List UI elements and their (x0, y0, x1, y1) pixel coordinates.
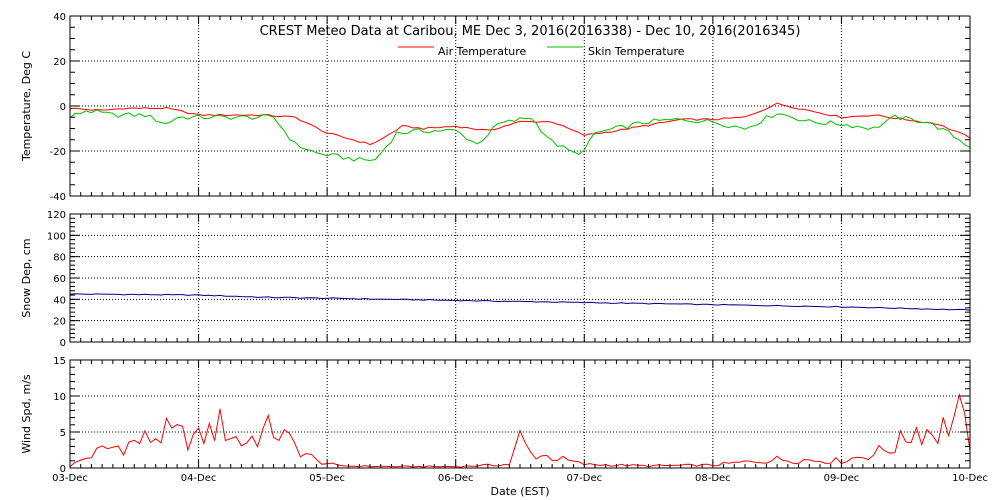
y-axis-label: Wind Spd, m/s (20, 374, 33, 454)
x-tick-label: 08-Dec (695, 473, 731, 484)
y-tick-label: 15 (53, 356, 66, 367)
chart-title: CREST Meteo Data at Caribou, ME Dec 3, 2… (260, 24, 801, 39)
series-line-1 (69, 293, 971, 311)
x-tick-label: 03-Dec (52, 473, 88, 484)
y-tick-label: 40 (53, 295, 66, 306)
y-tick-label: 20 (53, 317, 66, 328)
x-tick-label: 05-Dec (309, 473, 345, 484)
x-axis-label: Date (EST) (490, 485, 549, 498)
y-axis-label: Temperature, Deg C (20, 51, 33, 162)
x-tick-label: 04-Dec (181, 473, 217, 484)
series-line-2 (69, 109, 971, 162)
y-tick-label: 80 (53, 253, 66, 264)
series-line-1 (69, 392, 971, 468)
y-tick-label: 20 (53, 57, 66, 68)
x-tick-label: 06-Dec (438, 473, 474, 484)
y-tick-label: 120 (47, 210, 66, 221)
x-tick-label: 09-Dec (824, 473, 860, 484)
panel-2: 120 100 80 60 40 20 0 Snow Dep, cm (20, 210, 971, 349)
series-line-1 (69, 102, 971, 146)
y-tick-label: 60 (53, 274, 66, 285)
panel-3: 15 10 5 0 Wind Spd, m/s 03-Dec 04-Dec 05-Dec 06-… (20, 356, 988, 498)
y-tick-label: -20 (50, 147, 66, 158)
y-tick-label: 5 (60, 428, 66, 439)
legend: Air Temperature Skin Temperature (398, 45, 685, 58)
chart-layers: 40 20 0 -20 -40 Temperature, Deg C Air Tempera… (20, 12, 988, 498)
x-tick-label: 10-Dec (952, 473, 988, 484)
y-tick-label: 0 (60, 338, 66, 349)
y-tick-label: 0 (60, 102, 66, 113)
y-tick-label: 100 (47, 231, 66, 242)
y-axis-label: Snow Dep, cm (20, 238, 33, 317)
panel-1: 40 20 0 -20 -40 Temperature, Deg C Air Tempera… (20, 12, 971, 203)
legend-label-2: Skin Temperature (588, 45, 685, 58)
y-tick-label: 40 (53, 12, 66, 23)
legend-label-1: Air Temperature (438, 45, 527, 58)
plot-frame (69, 359, 971, 469)
y-tick-label: 10 (53, 392, 66, 403)
y-tick-label: 0 (60, 464, 66, 475)
y-tick-label: -40 (50, 192, 66, 203)
x-tick-label: 07-Dec (566, 473, 602, 484)
